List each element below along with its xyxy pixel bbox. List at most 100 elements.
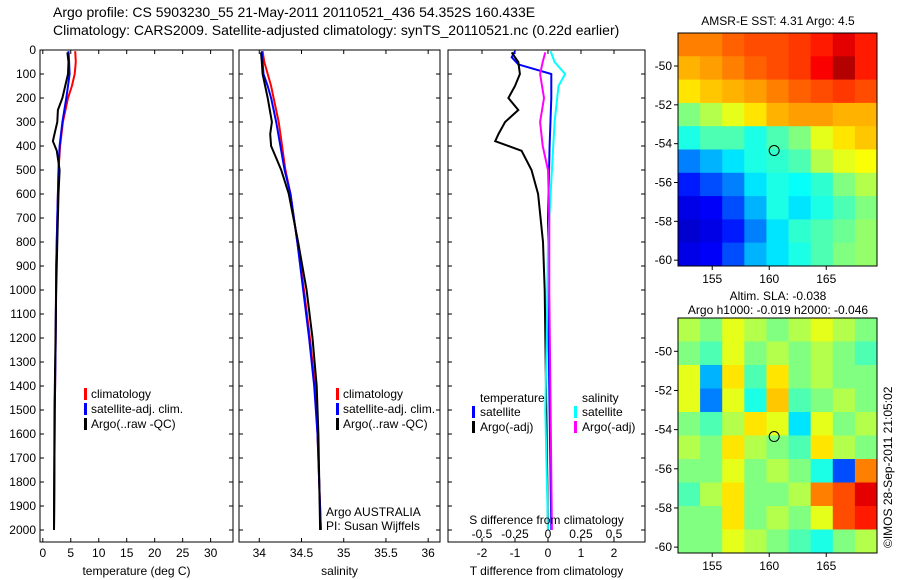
- series-line-argo-raw-qc-: [260, 52, 322, 531]
- map-cell: [854, 172, 878, 197]
- map-cell: [810, 196, 834, 220]
- map-cell: [766, 242, 790, 267]
- s-axis-label: S difference from climatology: [469, 513, 624, 527]
- x-tick-label: 34.5: [290, 546, 314, 560]
- map-cell: [700, 341, 723, 366]
- map-cell: [700, 219, 723, 244]
- profile-panel-2-frame: [238, 49, 441, 543]
- map-cell: [832, 33, 856, 57]
- map-cell: [788, 172, 812, 197]
- map-cell: [854, 219, 878, 244]
- legend-swatch: [472, 421, 475, 433]
- y-tick-label: 1800: [9, 475, 36, 489]
- map-cell: [700, 196, 723, 220]
- map-cell: [722, 341, 745, 366]
- map-cell: [678, 149, 701, 174]
- map-cell: [832, 482, 856, 507]
- series-line-s-satellite: [544, 50, 567, 531]
- y-tick-label: 1700: [9, 451, 36, 465]
- map-cell: [810, 56, 834, 81]
- map-cell: [788, 126, 812, 150]
- map-cell: [788, 506, 812, 530]
- map-cell: [700, 435, 723, 460]
- map-cell: [832, 149, 856, 174]
- map-cell: [700, 172, 723, 197]
- map-cell: [810, 506, 834, 530]
- float-location-marker: [768, 145, 780, 157]
- imos-credit: ©IMOS 28-Sep-2011 21:05:02: [881, 386, 895, 548]
- title-line-2: Climatology: CARS2009. Satellite-adjuste…: [53, 22, 620, 38]
- map-y-tick-label: -50: [655, 59, 673, 73]
- map-cell: [700, 365, 723, 389]
- map-cell: [832, 126, 856, 150]
- map-cell: [788, 149, 812, 174]
- sla-map-title: Altim. SLA: -0.038: [730, 289, 827, 303]
- map-cell: [854, 365, 878, 389]
- x-tick-label: 2: [611, 546, 618, 560]
- y-tick-label: 400: [16, 139, 36, 153]
- map-cell: [722, 506, 745, 530]
- map-y-tick-label: -54: [655, 423, 673, 437]
- map-cell: [788, 33, 812, 57]
- map-cell: [766, 196, 790, 220]
- x-tick-label: 5: [67, 546, 74, 560]
- map-cell: [854, 435, 878, 460]
- legend-title-temperature: temperature: [480, 391, 545, 405]
- map-cell: [744, 482, 767, 507]
- map-cell: [744, 102, 767, 127]
- map-cell: [722, 172, 745, 197]
- map-cell: [744, 412, 767, 436]
- map-cell: [700, 459, 723, 483]
- legend-label: Argo(-adj): [582, 420, 635, 434]
- map-cell: [678, 388, 701, 413]
- x-tick-label: 0: [545, 546, 552, 560]
- x-tick-label: 35.5: [374, 546, 398, 560]
- map-cell: [766, 56, 790, 81]
- y-tick-label: 1400: [9, 379, 36, 393]
- map-cell: [722, 33, 745, 57]
- map-cell: [810, 149, 834, 174]
- y-tick-label: 100: [16, 67, 36, 81]
- map-cell: [722, 412, 745, 436]
- map-cell: [832, 56, 856, 81]
- map-cell: [744, 126, 767, 150]
- x-tick-label: 10: [92, 546, 106, 560]
- map-cell: [788, 482, 812, 507]
- map-y-tick-label: -58: [655, 214, 673, 228]
- map-cell: [678, 196, 701, 220]
- map-cell: [766, 341, 790, 366]
- map-cell: [810, 126, 834, 150]
- map-cell: [810, 459, 834, 483]
- map-frame: [677, 317, 878, 554]
- map-cell: [700, 126, 723, 150]
- map-cell: [788, 412, 812, 436]
- map-cell: [722, 149, 745, 174]
- legend-label: Argo(-adj): [480, 420, 533, 434]
- map-cell: [766, 506, 790, 530]
- map-cell: [832, 219, 856, 244]
- x-axis-label: T difference from climatology: [470, 564, 624, 578]
- map-cell: [766, 33, 790, 57]
- map-cell: [854, 506, 878, 530]
- map-cell: [678, 435, 701, 460]
- map-cell: [832, 79, 856, 104]
- y-tick-label: 800: [16, 235, 36, 249]
- map-cell: [722, 79, 745, 104]
- legend-swatch: [84, 418, 87, 430]
- map-cell: [700, 56, 723, 81]
- y-tick-label: 200: [16, 91, 36, 105]
- map-cell: [766, 219, 790, 244]
- map-x-tick-label: 165: [816, 272, 836, 286]
- map-cell: [788, 196, 812, 220]
- map-cell: [810, 33, 834, 57]
- legend-title-salinity: salinity: [582, 391, 619, 405]
- legend-label: Argo(..raw -QC): [91, 417, 176, 431]
- series-line-argo-raw-qc-: [51, 52, 70, 531]
- map-cell: [678, 529, 701, 554]
- map-cell: [678, 506, 701, 530]
- map-y-tick-label: -56: [655, 176, 673, 190]
- map-cell: [744, 79, 767, 104]
- map-cell: [744, 318, 767, 342]
- map-cell: [788, 79, 812, 104]
